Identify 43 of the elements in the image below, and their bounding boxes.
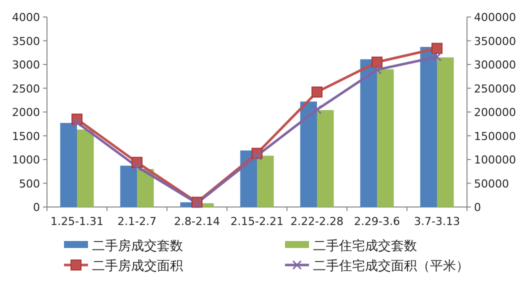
- bar: [137, 169, 154, 207]
- legend-label: 二手住宅成交套数: [313, 238, 417, 254]
- bar: [420, 46, 437, 207]
- x-tick-label: 1.25-1.31: [50, 215, 104, 228]
- point: [312, 86, 322, 98]
- x-tick-label: 2.29-3.6: [354, 215, 400, 228]
- y-tick-label: 1500: [12, 130, 40, 143]
- bar: [437, 57, 454, 207]
- y2-tick-label: 0: [474, 201, 481, 214]
- y2-tick-label: 150000: [474, 130, 516, 143]
- point: [372, 56, 382, 68]
- x-tick-label: 2.15-2.21: [230, 215, 284, 228]
- legend-label: 二手房成交套数: [92, 238, 183, 254]
- x-tick-label: 2.22-2.28: [290, 215, 344, 228]
- y2-tick-label: 50000: [474, 177, 509, 190]
- y-tick-label: 2500: [12, 82, 40, 96]
- bar: [317, 110, 334, 207]
- legend-label: 二手住宅成交面积（平米）: [313, 258, 469, 274]
- bar: [360, 59, 377, 207]
- y2-tick-label: 200000: [474, 106, 516, 119]
- y-tick-label: 1000: [12, 154, 40, 166]
- bar: [257, 156, 274, 207]
- bar: [120, 166, 137, 207]
- point: [432, 42, 442, 54]
- y-tick-label: 3000: [12, 58, 40, 72]
- y-tick-label: 0: [33, 201, 40, 214]
- x-tick-label: 2.1-2.7: [118, 215, 156, 228]
- x-tick-label: 3.7-3.13: [414, 215, 460, 228]
- y2-tick-label: 250000: [474, 82, 516, 96]
- y-tick-label: 3500: [12, 34, 40, 48]
- y-tick-label: 500: [19, 177, 40, 190]
- bar: [60, 122, 77, 207]
- bar: [300, 102, 317, 207]
- y2-tick-label: 350000: [474, 34, 516, 48]
- bar: [77, 130, 94, 207]
- y2-tick-label: 300000: [474, 58, 516, 72]
- legend-label: 二手房成交面积: [92, 258, 183, 274]
- y2-tick-label: 400000: [474, 11, 516, 24]
- bar: [377, 69, 394, 207]
- y-tick-label: 2000: [12, 106, 40, 119]
- y-tick-label: 4000: [12, 11, 40, 24]
- x-tick-label: 2.8-2.14: [174, 215, 220, 228]
- y2-tick-label: 100000: [474, 154, 516, 166]
